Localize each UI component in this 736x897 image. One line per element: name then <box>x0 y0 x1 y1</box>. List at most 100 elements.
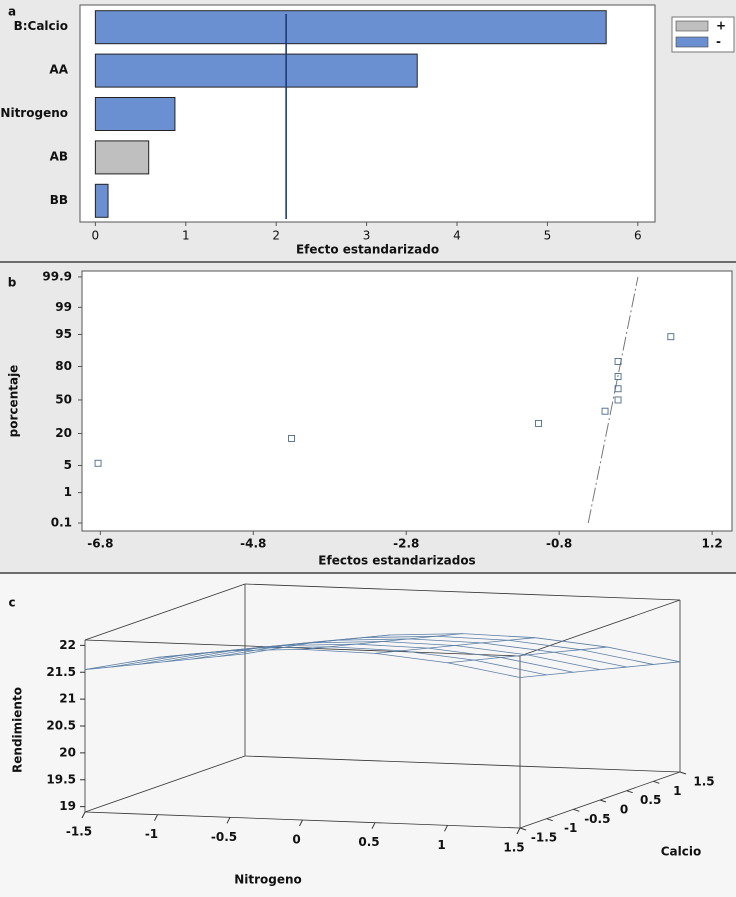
z-tick-label: 22 <box>59 638 76 652</box>
surface-line <box>302 633 463 650</box>
panel-label: a <box>8 5 16 19</box>
x-tick <box>226 817 231 824</box>
surface-line <box>229 634 391 652</box>
y-tick <box>546 818 553 822</box>
category-label: B:Calcio <box>14 19 68 33</box>
bar <box>94 53 418 88</box>
y-tick <box>653 780 660 784</box>
y-tick <box>573 808 580 812</box>
legend-label: - <box>716 35 721 49</box>
bar <box>94 183 109 218</box>
x-tick-label: -0.8 <box>546 537 572 551</box>
panel-background <box>0 574 736 897</box>
x-tick <box>516 827 521 835</box>
point <box>667 333 675 341</box>
y-tick-label: -1.5 <box>531 831 557 845</box>
x-tick-label: 0 <box>92 229 100 243</box>
point <box>614 396 622 404</box>
category-label: AB <box>50 149 68 163</box>
x-tick-label: -4.8 <box>240 537 266 551</box>
legend-label: + <box>716 19 726 33</box>
point <box>614 373 622 380</box>
z-tick-label: 20 <box>59 745 76 759</box>
z-axis-title: Rendimiento <box>11 687 25 773</box>
z-tick-label: 20.5 <box>46 719 76 733</box>
x-tick-label: 1 <box>437 838 445 852</box>
y-tick-label: 0 <box>620 803 628 817</box>
z-tick-label: 21 <box>59 692 76 706</box>
surface-line <box>374 637 536 654</box>
z-tick-label: 19 <box>59 799 76 813</box>
legend-swatch <box>675 36 709 48</box>
y-tick <box>519 827 527 831</box>
x-tick-label: -2.8 <box>393 537 419 551</box>
x-tick <box>371 822 376 829</box>
plot-area <box>81 270 733 532</box>
y-tick <box>626 790 633 794</box>
y-tick-label: 0.1 <box>51 516 72 530</box>
surface-line <box>447 646 608 664</box>
category-label: A:Nitrogeno <box>0 106 68 120</box>
x-tick-label: 5 <box>544 229 552 243</box>
point <box>288 434 295 442</box>
x-tick-label: 0.5 <box>358 835 379 849</box>
panel-label: b <box>8 276 17 290</box>
category-label: BB <box>50 193 68 207</box>
y-tick-label: 95 <box>55 327 72 341</box>
x-tick-label: -6.8 <box>87 537 113 551</box>
panel-label: c <box>8 596 15 610</box>
box-edge <box>84 639 521 657</box>
y-tick-label: 80 <box>55 359 72 373</box>
y-tick-label: 1.5 <box>693 775 714 789</box>
z-tick-label: 19.5 <box>46 772 76 786</box>
surface-line <box>84 653 246 670</box>
x-tick-label: -1 <box>145 827 158 841</box>
point <box>94 459 102 467</box>
x-axis-title: Nitrogeno <box>234 873 302 887</box>
y-tick-label: -0.5 <box>584 812 610 826</box>
y-tick-label: 99 <box>55 300 72 314</box>
x-tick <box>299 819 303 827</box>
box-edge <box>244 755 681 773</box>
x-tick-label: 1.5 <box>503 841 524 855</box>
box-edge <box>84 583 246 641</box>
y-tick-label: 5 <box>64 458 72 472</box>
surface-line <box>84 648 521 678</box>
x-tick-label: 1.2 <box>701 537 722 551</box>
point <box>614 358 622 365</box>
x-tick-label: 6 <box>634 229 642 243</box>
z-tick-label: 21.5 <box>46 665 76 679</box>
point <box>601 407 609 415</box>
y-tick-label: 1 <box>673 784 681 798</box>
y-tick-label: 50 <box>55 392 72 406</box>
point <box>614 385 622 393</box>
y-tick-label: 20 <box>55 426 72 440</box>
box-edge <box>519 599 681 657</box>
x-tick-label: 1 <box>182 229 190 243</box>
x-tick-label: -0.5 <box>211 830 237 844</box>
box-edge <box>244 583 681 601</box>
y-tick-label: -1 <box>564 821 577 835</box>
bar <box>94 10 607 45</box>
bar <box>94 140 150 175</box>
box-edge <box>84 755 246 813</box>
surface-line <box>519 661 681 678</box>
y-tick <box>599 799 607 803</box>
x-axis-title: Efecto estandarizado <box>296 243 439 257</box>
y-tick-label: 0.5 <box>640 793 661 807</box>
legend-swatch <box>675 20 709 32</box>
x-tick <box>444 825 448 832</box>
x-tick-label: 4 <box>453 229 461 243</box>
y-tick <box>679 771 687 775</box>
y-axis-title: porcentaje <box>7 365 21 438</box>
x-tick-label: 2 <box>272 229 280 243</box>
x-tick <box>154 814 158 821</box>
fit-line <box>587 276 639 524</box>
point <box>535 419 542 427</box>
y-tick-label: 1 <box>64 485 72 499</box>
x-tick-label: 3 <box>363 229 371 243</box>
y-axis-title: Calcio <box>661 845 702 859</box>
x-tick-label: -1.5 <box>66 825 92 839</box>
